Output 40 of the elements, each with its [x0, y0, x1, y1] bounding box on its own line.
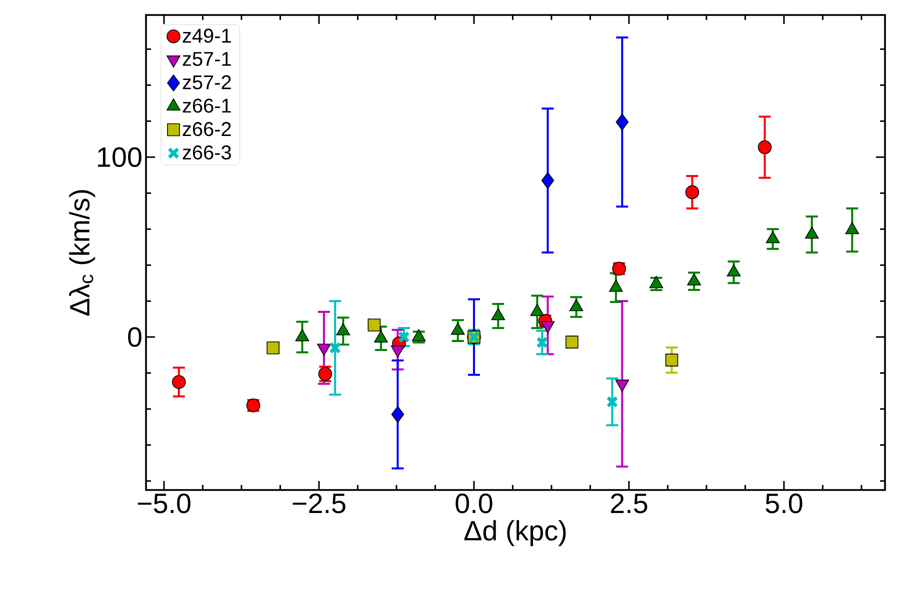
- point: [758, 140, 772, 154]
- point: [398, 331, 410, 344]
- point: [172, 375, 186, 389]
- x-tick-label: −2.5: [292, 494, 346, 514]
- x-tick-label: 0.0: [456, 494, 492, 514]
- point: [530, 304, 544, 316]
- point: [266, 341, 280, 354]
- point: [606, 396, 618, 408]
- legend-label: z57-1: [182, 52, 231, 66]
- point: [374, 330, 388, 342]
- y-tick-label: 100: [98, 147, 142, 167]
- x-tick-label: 5.0: [766, 494, 802, 514]
- legend-label: z66-3: [182, 145, 231, 160]
- point: [491, 308, 506, 320]
- x-tick-label: 2.5: [610, 494, 648, 514]
- point: [450, 322, 465, 335]
- point: [649, 276, 664, 288]
- x-tick-label: −5.0: [138, 494, 190, 514]
- point: [391, 406, 404, 423]
- point: [726, 264, 741, 276]
- point: [566, 336, 578, 348]
- point: [616, 114, 629, 130]
- y-tick-label: 0: [128, 327, 142, 347]
- point: [329, 342, 342, 354]
- legend-label: z66-2: [182, 122, 231, 136]
- point: [295, 329, 310, 342]
- point: [685, 185, 700, 200]
- point: [665, 354, 678, 366]
- y-axis-title: Δλ$_{c}$ (km/s): [69, 190, 96, 316]
- point: [609, 280, 623, 292]
- x-axis-title: Δd (kpc): [464, 520, 566, 546]
- point: [541, 172, 554, 189]
- point: [804, 226, 819, 239]
- point: [368, 318, 381, 332]
- point: [536, 336, 548, 348]
- legend-label: z57-2: [182, 75, 231, 90]
- legend-label: z66-1: [182, 98, 231, 113]
- legend-label: z49-1: [182, 28, 231, 43]
- point: [845, 222, 860, 234]
- point: [336, 323, 350, 336]
